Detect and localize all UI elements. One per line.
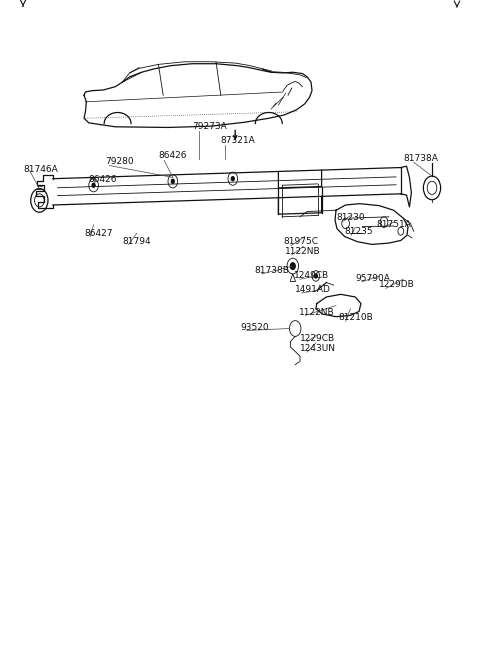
Text: 1491AD: 1491AD (295, 284, 331, 294)
Circle shape (231, 177, 234, 181)
Text: 1122NB: 1122NB (285, 247, 321, 256)
Text: 81210B: 81210B (338, 313, 373, 322)
Text: 81794: 81794 (122, 237, 151, 246)
Text: 81975C: 81975C (283, 237, 318, 246)
Text: 81738A: 81738A (403, 154, 438, 163)
Text: 1229DB: 1229DB (379, 280, 415, 289)
Text: 81230: 81230 (336, 213, 365, 222)
Text: 79280: 79280 (106, 156, 134, 166)
Text: 1122NB: 1122NB (299, 307, 334, 317)
Text: 86427: 86427 (84, 229, 112, 238)
Text: 81738B: 81738B (254, 265, 289, 275)
Text: 1249CB: 1249CB (294, 271, 329, 280)
Text: 81235: 81235 (345, 227, 373, 236)
Text: 93520: 93520 (240, 323, 269, 332)
Text: 79273A: 79273A (192, 122, 227, 131)
Text: 86426: 86426 (158, 151, 187, 160)
Text: 95790A: 95790A (355, 273, 390, 283)
Text: 81751A: 81751A (377, 219, 412, 229)
Circle shape (290, 263, 295, 269)
Circle shape (171, 179, 174, 183)
Text: 1243UN: 1243UN (300, 344, 336, 353)
Text: 81746A: 81746A (23, 165, 58, 174)
Circle shape (314, 274, 317, 278)
Circle shape (92, 183, 95, 187)
Text: 87321A: 87321A (221, 135, 255, 145)
Text: 86426: 86426 (89, 175, 117, 184)
Text: 1229CB: 1229CB (300, 334, 335, 343)
